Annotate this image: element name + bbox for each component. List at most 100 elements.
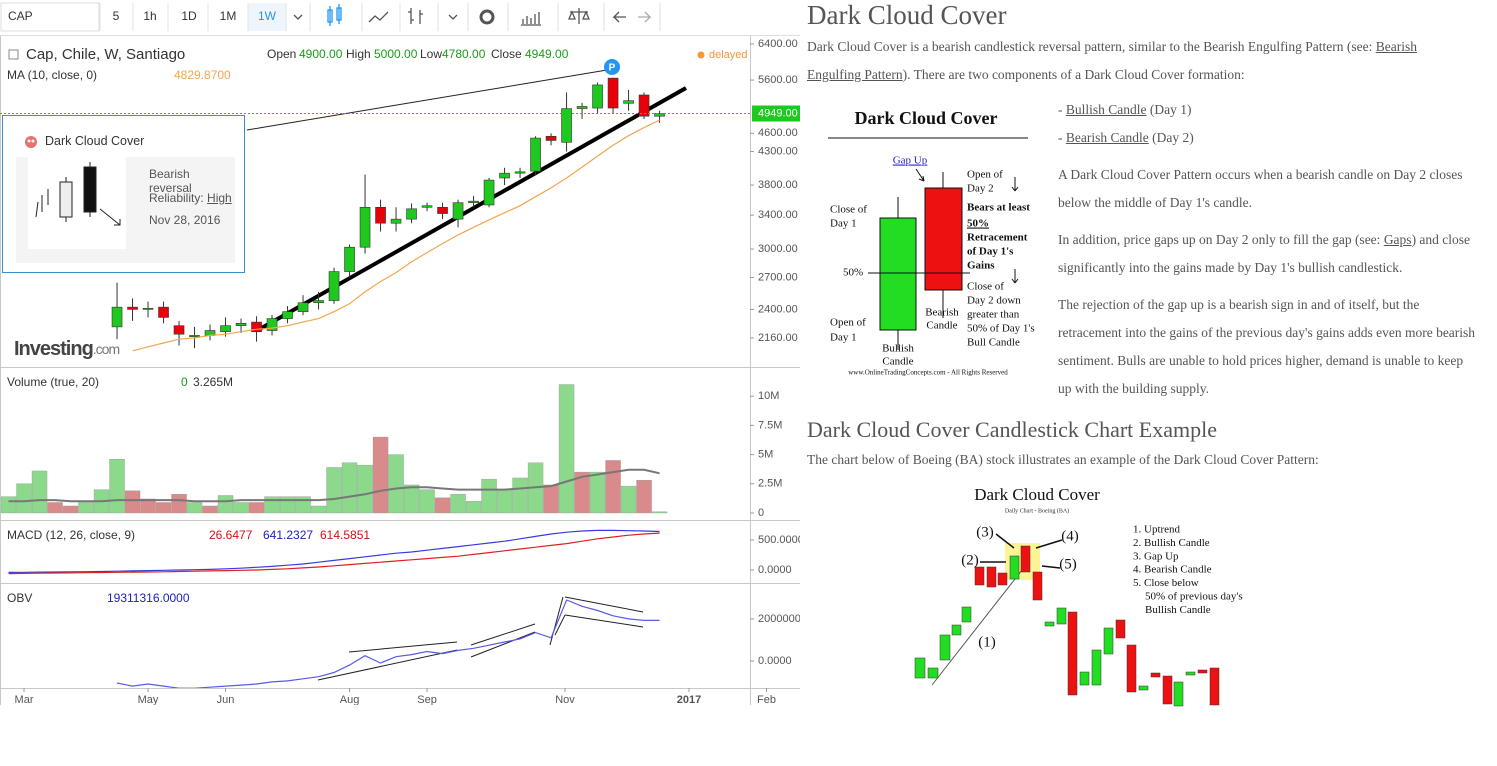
link[interactable]: Bullish Candle [1065,102,1147,117]
candle-body [313,300,324,304]
volume-bar [264,496,280,514]
y-tick-label: 5M [758,449,773,461]
volume-bar [47,502,63,514]
link[interactable]: Bearish Candle [1065,130,1149,145]
interval[interactable]: 5 [113,9,120,23]
series-title: MA (10, close, 0) [7,68,97,82]
candle-body [592,84,603,109]
candle-body [406,208,417,220]
header-value: 5000.00 [374,47,418,61]
candle-body [638,94,650,117]
y-tick-label: 0.0000 [758,564,792,576]
marker [604,59,620,75]
volume-bar [543,484,559,514]
last-price-tag [752,105,800,122]
volume-bar [124,490,141,514]
series-line [8,532,660,575]
y-tick-label: 3000.00 [758,243,798,255]
chart-app: CAP 5 1h 1D 1M 1W Investing.com 6400.00 5… [0,0,800,705]
volume-bar [636,480,652,514]
label: Open of [830,317,866,329]
header-value: 0 [181,375,188,389]
symbol-box[interactable] [0,2,100,32]
candle-body [623,100,634,104]
label: Bullish [882,343,914,355]
example-subtitle: Daily Chart - Boeing (BA) [1005,507,1069,514]
volume-bar [512,477,528,514]
pane [0,384,668,514]
list-item: - Bullish Candle (Day 1) [1058,96,1478,124]
candle-body [437,206,448,214]
label: Gains [967,260,995,272]
candle-body [483,179,495,206]
volume-bar [605,460,621,514]
header-value: 26.6477 [209,528,253,542]
volume-bar [171,494,187,514]
x-tick-label: Jun [217,694,235,705]
interval[interactable]: 1M [220,9,237,23]
candle-body [607,77,619,109]
paragraph: The rejection of the gap up is a bearish… [1058,297,1476,396]
volume-bar [419,489,435,514]
selected-interval [248,3,286,31]
y-tick-label: 500.0000 [758,534,800,546]
pattern-thumbnail [28,157,126,249]
x-tick-label: Mar [15,694,34,705]
volume-bar [589,471,606,514]
paragraph: In addition, price gaps up on Day 2 only… [1058,226,1478,282]
interval[interactable]: 1W [258,9,277,23]
y-tick-label: 3400.00 [758,209,798,221]
label: 50% [843,267,863,279]
example-intro: The chart below of Boeing (BA) stock ill… [807,446,1467,483]
candle-body [266,318,278,331]
y-tick-label: 2400.00 [758,303,798,315]
volume-bar [202,505,218,514]
text: - [1058,102,1066,117]
volume-bar [155,502,172,514]
toolbar-icons[interactable] [293,4,652,26]
label: Day 2 [967,183,994,195]
header-label: Open [267,47,296,61]
candle-body [142,307,154,310]
pane [111,77,665,352]
label: Bull Candle [967,337,1020,349]
link[interactable]: Gaps [1383,232,1412,247]
volume-bar [310,505,327,514]
legend-item: 3. Gap Up [1133,550,1179,562]
logo-name: Investing [14,338,93,360]
candle-body [282,311,293,319]
header-label: Close [491,47,522,61]
volume-bar [233,502,249,514]
paragraph: A Dark Cloud Cover Pattern occurs when a… [1058,167,1463,210]
interval[interactable]: 1D [181,9,197,23]
example-chart: Dark Cloud Cover Daily Chart - Boeing (B… [914,485,1243,707]
header-label: Low [420,47,442,61]
chart-title: Cap, Chile, W, Santiago [26,46,185,63]
candle-body [375,206,386,224]
label: Close of [830,204,867,216]
volume-bar [186,502,203,514]
volume-bar [496,489,513,514]
candle-body [514,171,526,174]
legend-item: 4. Bearish Candle [1133,564,1212,576]
label: Candle [882,356,913,368]
text: - [1058,130,1066,145]
header-value: 3.265M [193,375,233,389]
label: Bears at least [967,202,1030,214]
pattern-icon [25,136,37,148]
label: Retracement [967,232,1028,244]
volume-bar [357,464,373,514]
candle-body [158,306,169,318]
interval[interactable]: 1h [143,9,156,23]
volume-bar [295,496,311,514]
symbol[interactable]: CAP [8,9,33,23]
status: delayed [709,49,748,61]
list-item: - Bearish Candle (Day 2) [1058,124,1478,152]
link[interactable]: Bearish Engulfing Pattern [807,39,1417,82]
popup-title: Dark Cloud Cover [45,134,145,148]
candle-body [421,205,433,208]
label: of Day 1's [967,246,1014,258]
obv-trend-lines [317,596,644,681]
volume-bar [403,484,420,514]
details: - Bullish Candle (Day 1) - Bearish Candl… [1058,96,1478,412]
